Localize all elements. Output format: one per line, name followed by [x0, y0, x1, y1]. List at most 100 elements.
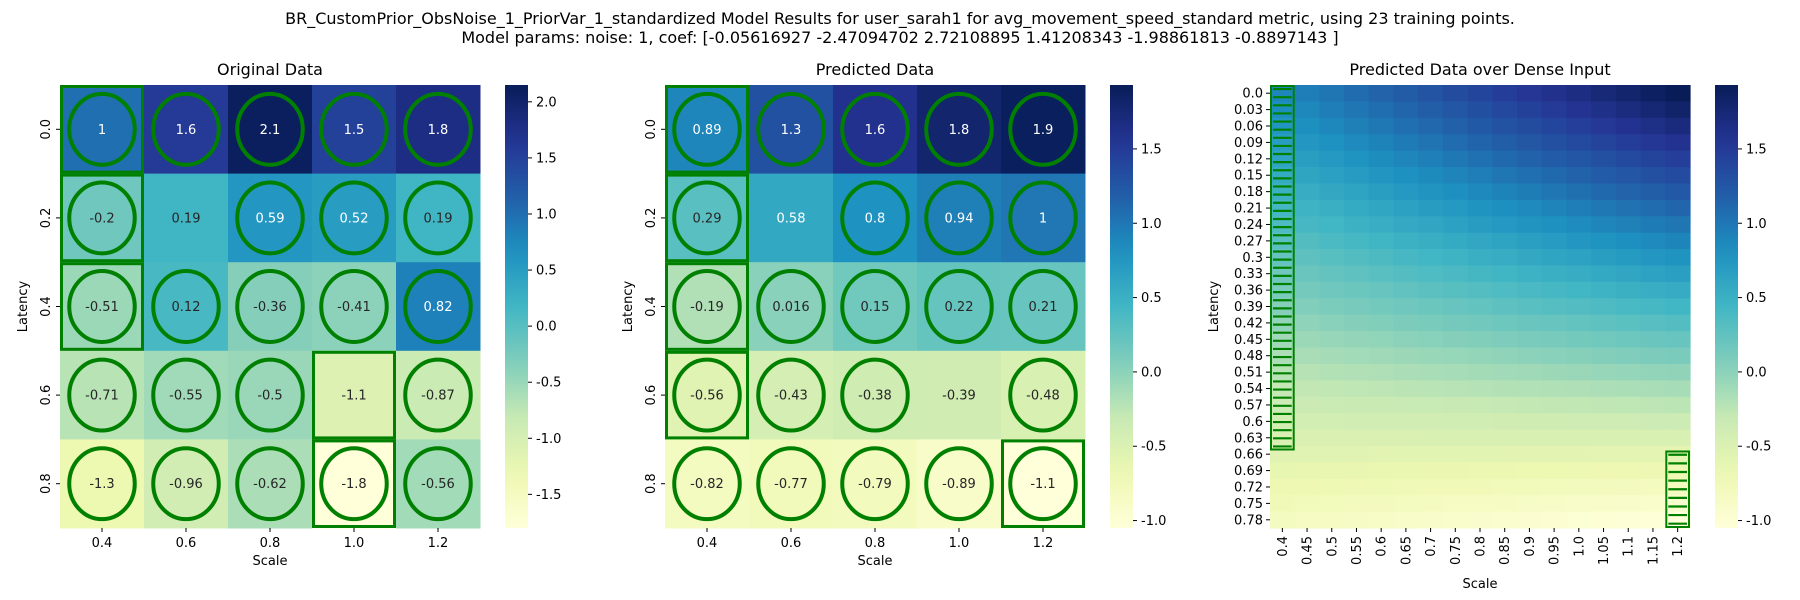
heatmap-cell: [665, 262, 750, 352]
heatmap-cell: [144, 439, 229, 529]
dense-heatmap-cell: [1270, 232, 1296, 250]
dense-heatmap-cell: [1566, 167, 1592, 185]
y-tick-label: 0.03: [1234, 103, 1263, 118]
dense-heatmap-cell: [1442, 232, 1469, 250]
dense-heatmap-cell: [1665, 167, 1691, 185]
x-axis-label: Scale: [1463, 577, 1498, 592]
dense-heatmap-cell: [1665, 85, 1691, 103]
dense-heatmap-cell: [1418, 85, 1444, 103]
heatmap-cell: [749, 85, 834, 175]
dense-heatmap-cell: [1467, 150, 1493, 168]
cell-value-label: 1.6: [176, 123, 197, 138]
dense-heatmap-cell: [1418, 478, 1444, 496]
dense-heatmap-cell: [1492, 347, 1518, 365]
heatmap-cell: [1001, 173, 1086, 263]
dense-heatmap-cell: [1665, 117, 1691, 135]
training-point-circle: [1008, 91, 1078, 167]
x-tick-label: 0.65: [1399, 536, 1414, 565]
highlight-square: [60, 85, 144, 174]
dense-heatmap-cell: [1294, 331, 1321, 349]
dense-heatmap-cell: [1566, 445, 1592, 463]
dense-heatmap-cell: [1467, 101, 1493, 119]
y-tick-label: 0.4: [39, 296, 54, 317]
heatmap-cell: [917, 262, 1002, 352]
dense-heatmap-cell: [1615, 101, 1642, 119]
dense-heatmap-cell: [1615, 429, 1642, 447]
training-point-circle: [319, 269, 389, 344]
figure-title-line-1: BR_CustomPrior_ObsNoise_1_PriorVar_1_sta…: [285, 9, 1515, 29]
x-tick-label: 0.6: [1375, 536, 1390, 557]
training-point-circle: [1008, 357, 1078, 433]
colorbar-tick-label: 0.0: [1746, 365, 1767, 380]
dense-heatmap-cell: [1270, 495, 1296, 513]
dense-heatmap-cell: [1467, 462, 1493, 480]
dense-heatmap-cell: [1492, 101, 1518, 119]
y-tick-label: 0.12: [1234, 152, 1263, 167]
cell-value-label: -0.96: [169, 477, 203, 492]
training-point-circle: [67, 446, 137, 522]
cell-value-label: -0.5: [257, 389, 282, 404]
dense-heatmap-cell: [1418, 281, 1444, 299]
dense-heatmap-cell: [1615, 495, 1642, 513]
dense-heatmap-cell: [1640, 429, 1666, 447]
dense-heatmap-cell: [1591, 429, 1617, 447]
y-tick-label: 0.39: [1234, 300, 1263, 315]
dense-heatmap-cell: [1393, 413, 1419, 431]
y-tick-label: 0.66: [1234, 448, 1263, 463]
dense-heatmap-cell: [1541, 167, 1568, 185]
training-point-circle: [924, 91, 994, 167]
cell-value-label: 2.1: [260, 123, 281, 138]
dense-heatmap-cell: [1319, 117, 1345, 135]
dense-heatmap-cell: [1393, 331, 1419, 349]
dense-heatmap-cell: [1541, 281, 1568, 299]
dense-heatmap-cell: [1665, 101, 1691, 119]
x-tick-label: 0.4: [1276, 536, 1291, 557]
dense-heatmap-cell: [1368, 429, 1395, 447]
y-tick-label: 0.8: [39, 473, 54, 494]
dense-heatmap-cell: [1517, 314, 1543, 332]
dense-heatmap-cell: [1393, 265, 1419, 283]
y-tick-label: 0.54: [1234, 382, 1263, 397]
dense-heatmap-cell: [1566, 331, 1592, 349]
heatmap-cell: [665, 350, 750, 440]
cell-value-label: -0.79: [858, 477, 892, 492]
dense-heatmap-cell: [1615, 298, 1642, 316]
dense-heatmap-cell: [1344, 363, 1370, 381]
dense-heatmap-cell: [1615, 85, 1642, 103]
dense-heatmap-cell: [1615, 314, 1642, 332]
dense-heatmap-cell: [1393, 511, 1419, 529]
training-point-circle: [672, 269, 742, 344]
dense-heatmap-cell: [1541, 101, 1568, 119]
colorbar-1: [505, 85, 528, 528]
dense-heatmap-cell: [1319, 462, 1345, 480]
dense-heatmap-cell: [1492, 85, 1518, 103]
x-axis-label: Scale: [858, 554, 893, 569]
dense-heatmap-cell: [1467, 478, 1493, 496]
dense-heatmap-cell: [1591, 216, 1617, 234]
dense-heatmap-cell: [1517, 495, 1543, 513]
dense-heatmap-cell: [1591, 134, 1617, 152]
dense-heatmap-cell: [1344, 314, 1370, 332]
heatmap-cell: [144, 173, 229, 263]
cell-value-label: 1.9: [1033, 123, 1054, 138]
training-point-circle: [403, 446, 473, 522]
heatmap-cell: [396, 85, 481, 175]
dense-heatmap-cell: [1566, 249, 1592, 267]
dense-heatmap-cell: [1270, 462, 1296, 480]
training-point-circle: [672, 357, 742, 433]
dense-heatmap-cell: [1344, 249, 1370, 267]
dense-heatmap-cell: [1442, 167, 1469, 185]
x-tick-label: 1.2: [1033, 536, 1054, 551]
figure-title-line-2: Model params: noise: 1, coef: [-0.056169…: [461, 28, 1338, 47]
dense-heatmap-cell: [1615, 445, 1642, 463]
dense-heatmap-cell: [1566, 117, 1592, 135]
dense-heatmap-cell: [1270, 478, 1296, 496]
dense-heatmap-cell: [1319, 101, 1345, 119]
dense-heatmap-cell: [1467, 85, 1493, 103]
y-tick-label: 0.78: [1234, 513, 1263, 528]
dense-heatmap-cell: [1393, 101, 1419, 119]
heatmap-cell: [228, 262, 313, 352]
dense-heatmap-cell: [1640, 117, 1666, 135]
cell-value-label: -0.82: [690, 477, 724, 492]
dense-heatmap-cell: [1665, 216, 1691, 234]
